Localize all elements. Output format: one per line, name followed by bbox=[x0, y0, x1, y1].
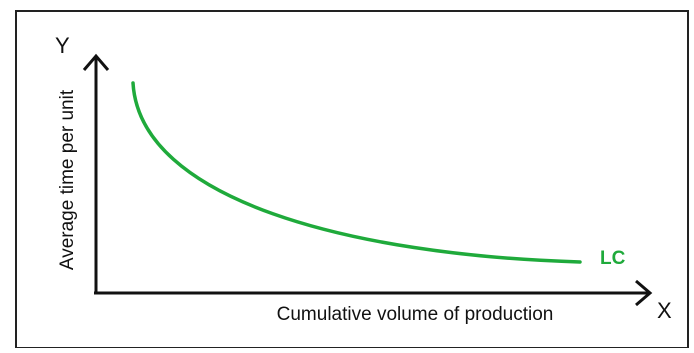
y-axis-arrowhead bbox=[82, 53, 110, 71]
x-axis-letter: X bbox=[657, 298, 672, 323]
y-axis-letter: Y bbox=[55, 33, 70, 58]
y-axis-label: Average time per unit bbox=[57, 89, 78, 270]
learning-curve-line bbox=[131, 81, 582, 264]
y-axis bbox=[82, 53, 110, 294]
x-axis-arrowhead bbox=[635, 279, 653, 307]
curve-label: LC bbox=[600, 248, 626, 269]
diagram-frame bbox=[15, 10, 689, 349]
x-axis bbox=[94, 279, 653, 307]
x-axis-label: Cumulative volume of production bbox=[277, 304, 554, 325]
